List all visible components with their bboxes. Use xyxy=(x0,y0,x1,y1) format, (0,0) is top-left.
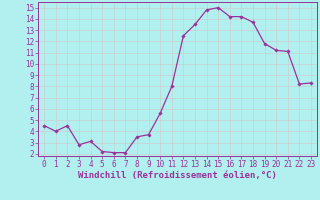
X-axis label: Windchill (Refroidissement éolien,°C): Windchill (Refroidissement éolien,°C) xyxy=(78,171,277,180)
